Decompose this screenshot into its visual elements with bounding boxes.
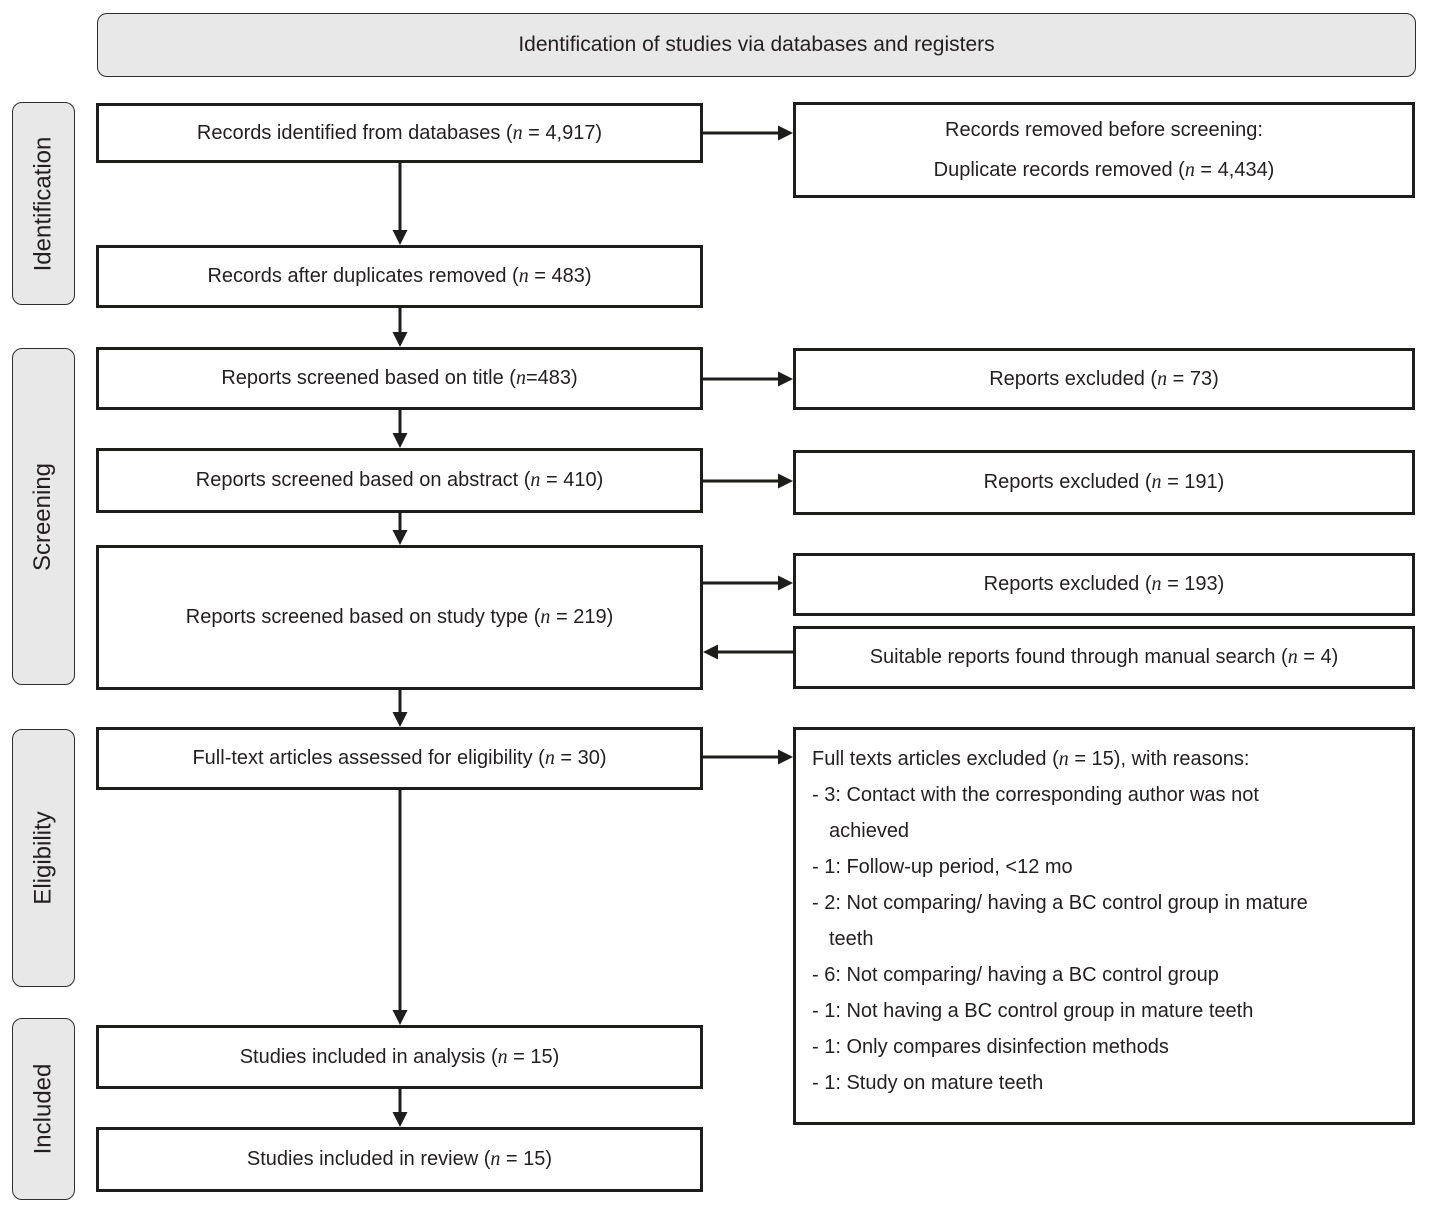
box-screened-study-type-label: Reports screened based on study type (n … xyxy=(185,606,614,628)
box-excluded-title: Reports excluded (n = 73) xyxy=(793,348,1415,410)
box-excluded-study-type: Reports excluded (n = 193) xyxy=(793,553,1415,616)
stage-eligibility-label: Eligibility xyxy=(29,811,57,905)
box-records-after-duplicates-label: Records after duplicates removed (n = 48… xyxy=(207,265,592,287)
exclusion-reason: - 1: Not having a BC control group in ma… xyxy=(812,1000,1254,1022)
box-excluded-abstract-label: Reports excluded (n = 191) xyxy=(983,471,1225,493)
diagram-title-banner: Identification of studies via databases … xyxy=(97,13,1416,77)
box-included-review: Studies included in review (n = 15) xyxy=(96,1127,703,1192)
exclusion-reason: - 1: Follow-up period, <12 mo xyxy=(812,856,1073,878)
box-excluded-abstract: Reports excluded (n = 191) xyxy=(793,450,1415,515)
box-manual-search-label: Suitable reports found through manual se… xyxy=(869,646,1339,668)
box-records-identified-label: Records identified from databases (n = 4… xyxy=(196,121,603,144)
box-included-analysis: Studies included in analysis (n = 15) xyxy=(96,1025,703,1089)
stage-identification-label: Identification xyxy=(29,136,57,271)
exclusion-reason: - 1: Study on mature teeth xyxy=(812,1072,1044,1094)
stage-included-label: Included xyxy=(29,1063,57,1155)
box-excluded-study-type-label: Reports excluded (n = 193) xyxy=(983,573,1225,595)
box-screened-study-type: Reports screened based on study type (n … xyxy=(96,545,703,690)
box-manual-search: Suitable reports found through manual se… xyxy=(793,626,1415,689)
stage-screening-label: Screening xyxy=(29,462,57,571)
box-records-after-duplicates: Records after duplicates removed (n = 48… xyxy=(96,245,703,308)
box-screened-abstract: Reports screened based on abstract (n = … xyxy=(96,448,703,513)
box-fulltext-excluded: Full texts articles excluded (n = 15), w… xyxy=(793,727,1415,1125)
box-included-analysis-label: Studies included in analysis (n = 15) xyxy=(239,1045,560,1068)
exclusion-reason: - 1: Only compares disinfection methods xyxy=(812,1036,1169,1058)
box-screened-title-label: Reports screened based on title (n=483) xyxy=(221,367,578,389)
exclusion-reason: - 2: Not comparing/ having a BC control … xyxy=(812,892,1308,950)
box-removed-before-screening-line1: Records removed before screening: xyxy=(945,119,1263,141)
box-screened-abstract-label: Reports screened based on abstract (n = … xyxy=(195,469,604,491)
box-fulltext-assessed-label: Full-text articles assessed for eligibil… xyxy=(192,747,607,769)
box-fulltext-excluded-header: Full texts articles excluded (n = 15), w… xyxy=(812,748,1250,770)
box-removed-before-screening-line2: Duplicate records removed (n = 4,434) xyxy=(933,159,1275,181)
exclusion-reason: - 3: Contact with the corresponding auth… xyxy=(812,784,1259,842)
stage-eligibility: Eligibility xyxy=(12,729,75,987)
stage-included: Included xyxy=(12,1018,75,1200)
stage-screening: Screening xyxy=(12,348,75,685)
box-excluded-title-label: Reports excluded (n = 73) xyxy=(989,367,1219,390)
diagram-title: Identification of studies via databases … xyxy=(518,33,995,56)
exclusion-reason: - 6: Not comparing/ having a BC control … xyxy=(812,964,1219,986)
box-screened-title: Reports screened based on title (n=483) xyxy=(96,347,703,410)
stage-identification: Identification xyxy=(12,102,75,305)
box-removed-before-screening: Records removed before screening: Duplic… xyxy=(793,102,1415,198)
box-records-identified: Records identified from databases (n = 4… xyxy=(96,103,703,163)
box-included-review-label: Studies included in review (n = 15) xyxy=(246,1148,553,1170)
box-fulltext-assessed: Full-text articles assessed for eligibil… xyxy=(96,727,703,790)
